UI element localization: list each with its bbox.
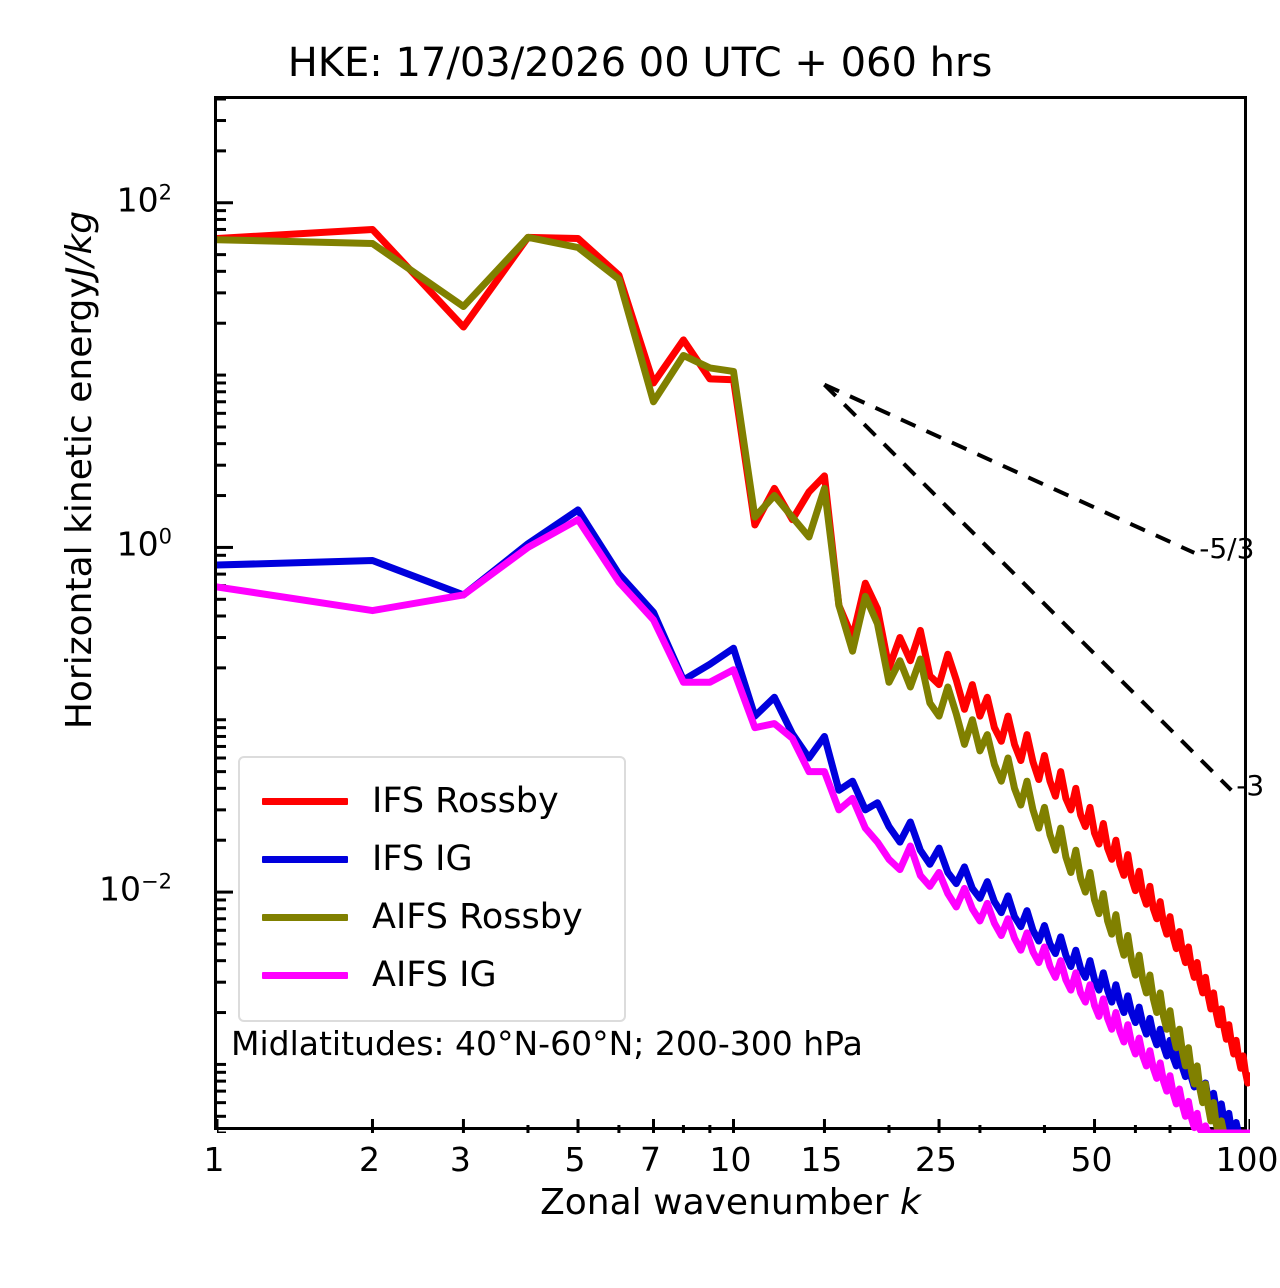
- y-tick-exponent: 0: [158, 524, 172, 549]
- x-tick-label: 7: [639, 1140, 661, 1179]
- x-tick-label: 100: [1215, 1140, 1279, 1179]
- x-tick-label: 2: [358, 1140, 380, 1179]
- reference-slope-lines: [823, 382, 1233, 792]
- reference-line-label-1: -5/3: [1199, 531, 1255, 565]
- legend-item-label: IFS IG: [372, 839, 473, 879]
- legend-item-label: AIFS IG: [372, 955, 497, 995]
- y-tick-exponent: 2: [158, 180, 172, 205]
- series-line-aifs-rossby: [217, 233, 1250, 1133]
- legend-color-swatch: [262, 855, 348, 863]
- y-tick-mantissa: 10: [116, 180, 159, 220]
- page-title: HKE: 17/03/2026 00 UTC + 060 hrs: [287, 40, 993, 86]
- reference-line-1: [823, 382, 1196, 555]
- x-tick-label: 25: [915, 1140, 958, 1179]
- x-axis-label-unit: k: [900, 1182, 921, 1223]
- x-tick-label: 10: [709, 1140, 752, 1179]
- reference-line-label-2: -3: [1236, 769, 1265, 803]
- series-line-aifs-ig: [217, 516, 1250, 1133]
- legend-item-ifs-rossby[interactable]: IFS Rossby: [240, 772, 624, 830]
- x-tick-label: 5: [564, 1140, 586, 1179]
- legend-color-swatch: [262, 971, 348, 979]
- legend-item-label: IFS Rossby: [372, 781, 559, 821]
- legend-item-ifs-ig[interactable]: IFS IG: [240, 830, 624, 888]
- legend-color-swatch: [262, 913, 348, 921]
- y-tick-mantissa: 10: [116, 524, 159, 564]
- y-tick-label: 100: [117, 525, 172, 564]
- y-tick-label: 102: [117, 180, 172, 219]
- legend-item-label: AIFS Rossby: [372, 897, 583, 937]
- x-tick-label: 3: [449, 1140, 471, 1179]
- y-tick-mantissa: 10: [99, 869, 142, 909]
- legend-item-aifs-ig[interactable]: AIFS IG: [240, 946, 624, 1004]
- x-axis-label: Zonal wavenumber k: [214, 1182, 1247, 1223]
- y-tick-label: 10−2: [99, 870, 172, 909]
- x-tick-label: 15: [800, 1140, 843, 1179]
- region-annotation: Midlatitudes: 40°N-60°N; 200-300 hPa: [231, 1024, 863, 1063]
- x-tick-label: 1: [203, 1140, 225, 1179]
- reference-line-2: [823, 383, 1233, 792]
- y-axis-tick-labels: 102 100 10−2: [0, 0, 196, 1288]
- legend-color-swatch: [262, 797, 348, 805]
- plot-svg: [217, 99, 1250, 1133]
- legend-item-aifs-rossby[interactable]: AIFS Rossby: [240, 888, 624, 946]
- y-tick-exponent: −2: [141, 869, 172, 894]
- x-axis-label-text: Zonal wavenumber: [540, 1182, 901, 1223]
- legend: IFS Rossby IFS IG AIFS Rossby AIFS IG: [238, 756, 626, 1022]
- x-tick-label: 50: [1070, 1140, 1113, 1179]
